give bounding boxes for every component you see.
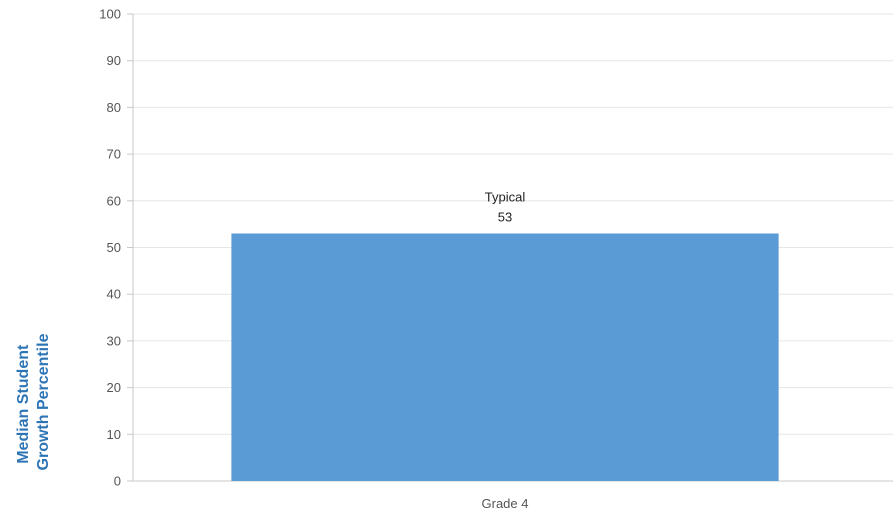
y-tick-label: 0 xyxy=(114,474,121,489)
x-axis-categories: Grade 4 xyxy=(482,496,529,511)
data-labels: Typical 53 xyxy=(485,189,526,224)
y-tick-label: 50 xyxy=(107,240,121,255)
y-axis-ticks: 0 10 20 30 40 50 60 70 80 90 100 xyxy=(99,7,133,489)
y-tick-label: 90 xyxy=(107,53,121,68)
x-category-label: Grade 4 xyxy=(482,496,529,511)
y-tick-label: 70 xyxy=(107,147,121,162)
bar xyxy=(231,233,779,481)
y-tick-label: 30 xyxy=(107,333,121,348)
bars xyxy=(231,233,779,481)
y-axis-title: Median Student Growth Percentile xyxy=(15,333,52,470)
data-label-value: 53 xyxy=(498,209,512,224)
y-axis-title-line-1: Median Student xyxy=(15,344,32,464)
y-tick-label: 100 xyxy=(99,7,121,22)
y-tick-label: 80 xyxy=(107,100,121,115)
y-tick-label: 20 xyxy=(107,380,121,395)
y-tick-label: 40 xyxy=(107,287,121,302)
y-tick-label: 60 xyxy=(107,193,121,208)
y-tick-label: 10 xyxy=(107,427,121,442)
y-axis-title-line-2: Growth Percentile xyxy=(35,333,52,470)
data-label-category: Typical xyxy=(485,189,526,204)
